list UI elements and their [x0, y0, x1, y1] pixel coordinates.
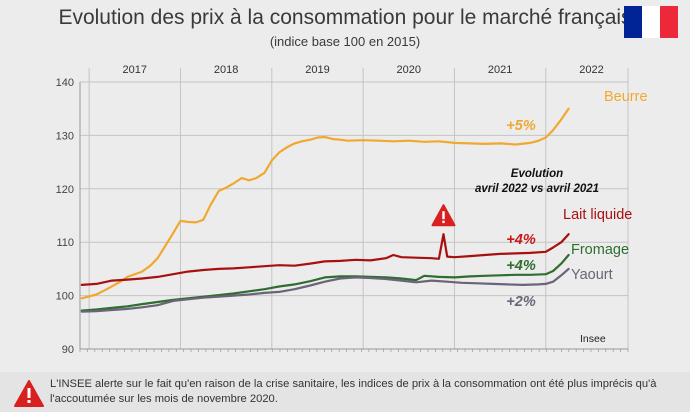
- series-lines: [80, 107, 570, 313]
- page-subtitle: (indice base 100 en 2015): [269, 34, 421, 49]
- warning-bar: [442, 211, 445, 220]
- plot-area: 90 100 110 120 130 140 2017 2018 2019 2020 2021 202…: [56, 64, 629, 356]
- x-tick-label: 2022: [579, 64, 603, 76]
- warning-icon: [431, 204, 456, 227]
- annotation-title-line1: Evolution: [511, 168, 563, 180]
- series-label-yaourt: Yaourt: [571, 267, 613, 283]
- flag-stripe-white: [642, 6, 660, 38]
- change-label-yaourt: +2%: [506, 294, 536, 310]
- source-label: Insee: [580, 333, 606, 345]
- series-line-yaourt: [80, 267, 570, 313]
- change-label-fromage: +4%: [506, 258, 536, 274]
- annotation-title-line2: avril 2022 vs avril 2021: [475, 183, 599, 195]
- series-label-beurre: Beurre: [604, 89, 648, 105]
- flag-stripe-red: [660, 6, 678, 38]
- axes: 90 100 110 120 130 140 2017 2018 2019 2020 2021 202…: [56, 64, 629, 356]
- page-title: Evolution des prix à la consommation pou…: [58, 6, 632, 29]
- y-tick-label: 110: [56, 237, 74, 249]
- warning-dot: [442, 220, 445, 224]
- series-line-fromage: [80, 253, 570, 312]
- footer-text: L'INSEE alerte sur le fait qu'en raison …: [50, 378, 657, 405]
- series-line-lait-liquide: [80, 233, 570, 286]
- change-label-lait-liquide: +4%: [506, 232, 536, 248]
- x-tick-label: 2020: [397, 64, 421, 76]
- series-line-beurre: [80, 107, 570, 300]
- y-tick-label: 140: [56, 77, 74, 89]
- footer-note: L'INSEE alerte sur le fait qu'en raison …: [0, 372, 690, 412]
- y-tick-label: 130: [56, 130, 74, 142]
- y-tick-label: 120: [56, 184, 74, 196]
- flag-stripe-blue: [624, 6, 642, 38]
- x-tick-label: 2017: [123, 64, 147, 76]
- series-labels: Beurre +5% Lait liquide +4% Fromage +4% Yaourt…: [506, 89, 647, 310]
- y-tick-label: 90: [62, 344, 74, 356]
- series-label-lait-liquide: Lait liquide: [563, 207, 632, 223]
- x-tick-label: 2019: [305, 64, 329, 76]
- x-tick-label: 2021: [488, 64, 512, 76]
- french-flag-icon: [624, 6, 678, 38]
- plot-background: [80, 82, 628, 349]
- series-label-fromage: Fromage: [571, 242, 629, 258]
- price-index-chart: 90 100 110 120 130 140 2017 2018 2019 2020 2021 202…: [56, 64, 648, 356]
- x-tick-label: 2018: [214, 64, 238, 76]
- warning-icon: [14, 380, 44, 407]
- gridlines: [80, 68, 629, 349]
- y-tick-label: 100: [56, 291, 74, 303]
- change-label-beurre: +5%: [506, 118, 536, 134]
